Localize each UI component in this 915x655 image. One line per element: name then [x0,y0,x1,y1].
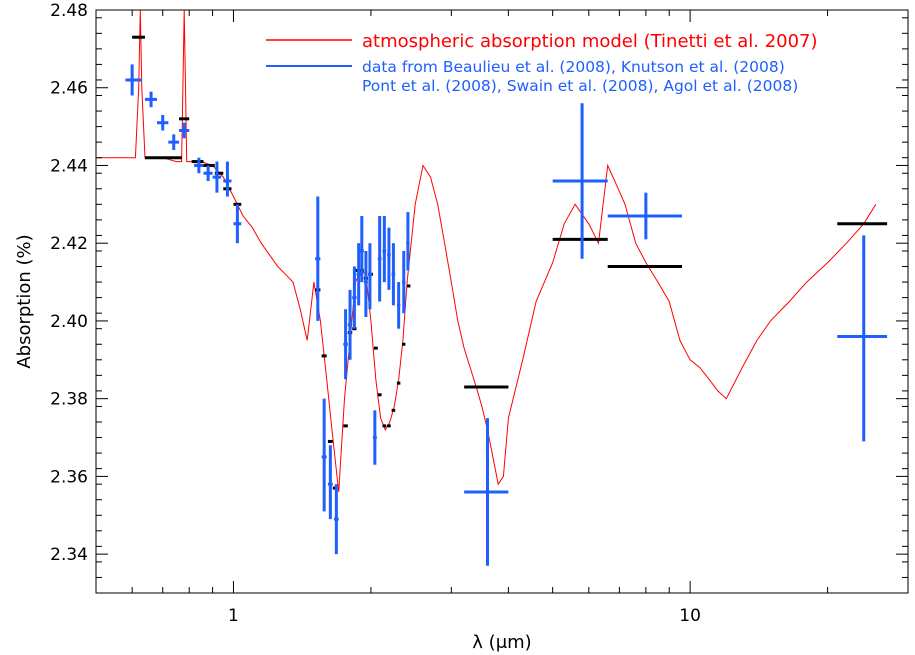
data-point [607,192,683,240]
legend-data-label-line2: Pont et al. (2008), Swain et al. (2008),… [362,77,798,95]
data-point [343,309,348,380]
data-point [203,165,213,182]
x-tick-label: 10 [679,606,701,626]
y-tick-label: 2.44 [50,156,88,176]
data-point [315,196,321,321]
y-axis-label: Absorption (%) [14,234,35,368]
data-point [321,398,327,512]
legend: atmospheric absorption model (Tinetti et… [266,31,818,95]
data-point [396,282,401,329]
plot-frame [95,9,909,594]
data-point [387,227,391,290]
data-point [352,266,357,329]
x-axis-label: λ (μm) [472,632,531,653]
legend-data-label-line1: data from Beaulieu et al. (2008), Knutso… [362,58,785,76]
y-tick-label: 2.36 [50,467,88,487]
data-point [233,204,242,244]
data-point [327,445,333,520]
data-point [168,134,180,150]
data-point [464,418,509,566]
data-point [194,157,204,174]
y-tick-label: 2.38 [50,390,88,410]
data-point [356,243,361,306]
data-point [223,161,232,197]
data-point [367,243,372,310]
data-point [144,91,157,108]
y-tick-label: 2.46 [50,79,88,99]
data-point [552,103,608,259]
y-tick-label: 2.48 [50,1,88,21]
data-point [837,235,888,442]
observations-layer [125,64,888,566]
legend-model-label: atmospheric absorption model (Tinetti et… [362,31,818,52]
axes-layer [95,9,909,594]
data-point [382,215,387,283]
data-point [372,410,377,465]
data-point [156,114,169,131]
x-tick-label: 1 [228,606,239,626]
data-point [363,250,368,318]
data-point [179,122,190,139]
data-point [402,250,406,314]
y-tick-label: 2.40 [50,312,88,332]
data-point [212,161,222,193]
data-point [406,212,410,271]
data-point [125,64,142,96]
data-point [391,243,396,306]
data-point [347,289,353,360]
y-tick-label: 2.34 [50,545,88,565]
labels-layer: 2.34 2.36 2.38 2.40 2.42 2.44 2.46 2.48 1 10 λ (μm… [14,1,701,653]
data-point [377,215,382,302]
y-tick-label: 2.42 [50,234,88,254]
data-point [359,215,364,283]
data-point [333,484,339,555]
